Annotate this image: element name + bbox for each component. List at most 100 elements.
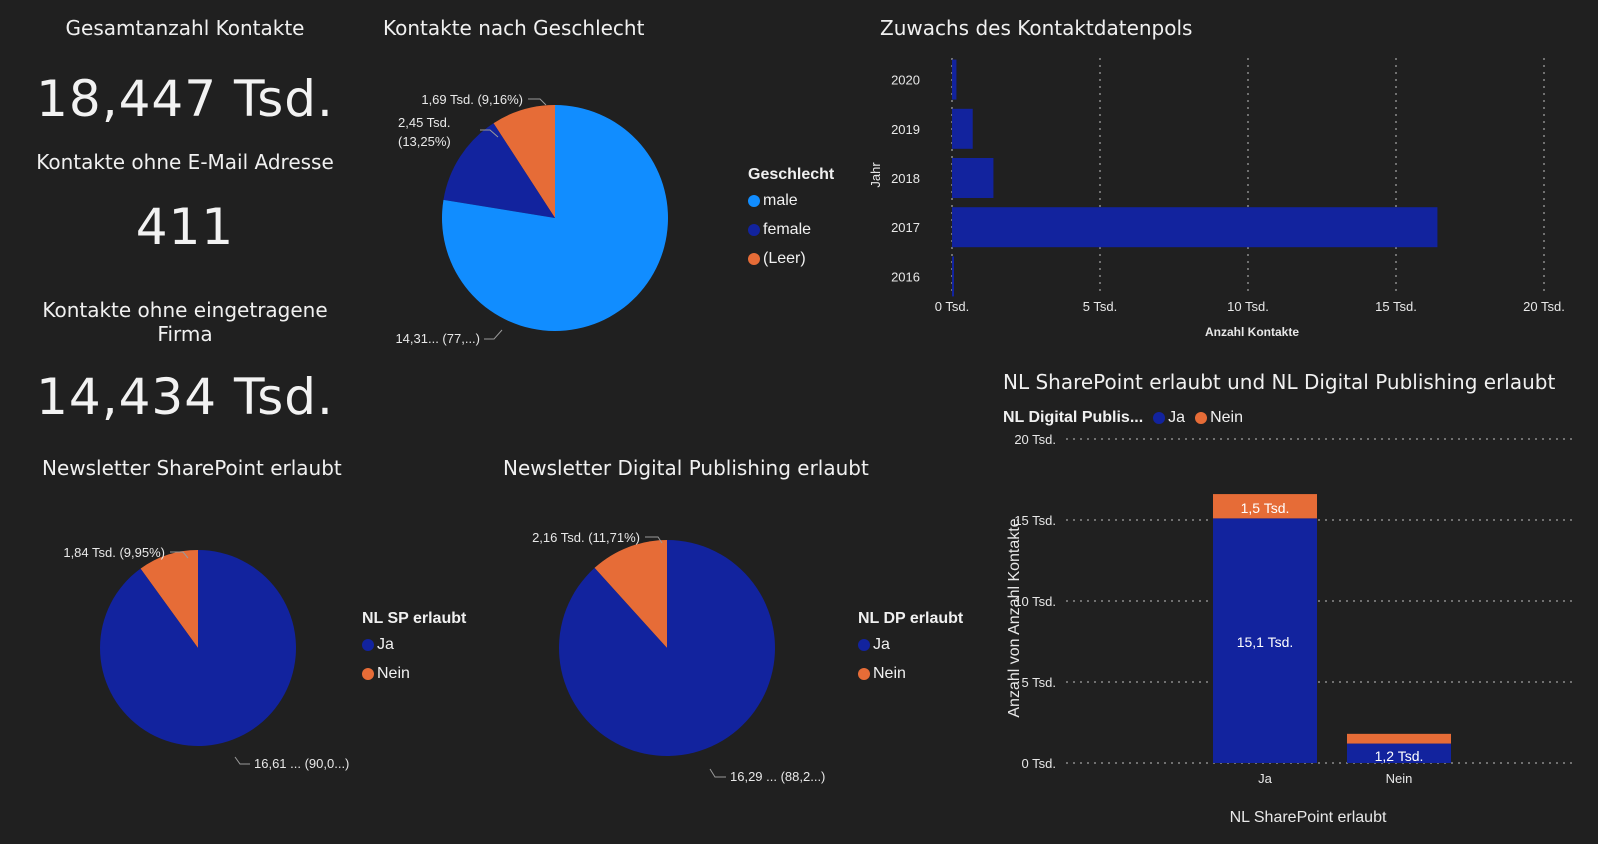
dp-ja-leader-line — [709, 768, 726, 778]
stacked-y-tick-label: 0 Tsd. — [1022, 756, 1056, 771]
kpi-no-company-title-1: Kontakte ohne eingetragene — [42, 298, 328, 322]
pie-slice-dp-ja[interactable] — [559, 540, 775, 756]
nein-swatch-icon — [858, 668, 870, 680]
nl-dp-chart-title: Newsletter Digital Publishing erlaubt — [503, 456, 869, 480]
legend-item-male[interactable]: male — [748, 192, 834, 210]
growth-year-label: 2017 — [891, 220, 920, 235]
growth-x-tick-label: 10 Tsd. — [1227, 299, 1269, 314]
dp-legend-label-ja: Ja — [873, 636, 890, 653]
kpi-total-title: Gesamtanzahl Kontakte — [65, 16, 305, 40]
stacked-legend-item-ja[interactable]: Ja — [1153, 409, 1185, 427]
kpi-no-company-value: 14,434 Tsd. — [36, 368, 334, 426]
nl-sp-pie-chart: 1,84 Tsd. (9,95%) 16,61 ... (90,0...) — [63, 545, 349, 771]
kpi-no-email-title: Kontakte ohne E-Mail Adresse — [36, 150, 334, 174]
sp-legend-item-ja[interactable]: Ja — [362, 636, 466, 654]
stacked-bar-ja-nein[interactable] — [1213, 494, 1317, 519]
pie-slice-leer[interactable] — [493, 105, 555, 218]
stacked-x-tick-label: Ja — [1258, 771, 1273, 786]
pie-slice-male[interactable] — [442, 105, 668, 331]
stacked-legend-title: NL Digital Publis... — [1003, 409, 1144, 426]
growth-chart-title: Zuwachs des Kontaktdatenpols — [880, 16, 1193, 40]
male-leader-line — [484, 329, 503, 340]
kpi-total-value: 18,447 Tsd. — [36, 70, 334, 128]
stacked-x-tick-label: Nein — [1386, 771, 1413, 786]
gender-pie-chart: 1,69 Tsd. (9,16%) 2,45 Tsd. (13,25%) 14,… — [395, 92, 668, 346]
stacked-y-tick-label: 5 Tsd. — [1022, 675, 1056, 690]
leer-data-label: 1,69 Tsd. (9,16%) — [421, 92, 523, 107]
sp-nein-data-label: 1,84 Tsd. (9,95%) — [63, 545, 165, 560]
stacked-data-label-ja-ja: 15,1 Tsd. — [1237, 634, 1294, 650]
male-swatch-icon — [748, 195, 760, 207]
female-leader-line — [480, 129, 499, 138]
pie-slice-sp-nein[interactable] — [140, 550, 198, 648]
dp-legend-item-ja[interactable]: Ja — [858, 636, 963, 654]
stacked-legend-item-nein[interactable]: Nein — [1195, 409, 1243, 427]
stacked-legend: NL Digital Publis... Ja Nein — [1003, 409, 1243, 427]
pie-slice-female[interactable] — [443, 123, 555, 218]
leer-leader-line — [528, 98, 547, 106]
legend-label-female: female — [763, 221, 812, 238]
legend-item-leer[interactable]: (Leer) — [748, 250, 834, 268]
sp-legend-item-nein[interactable]: Nein — [362, 665, 466, 683]
growth-x-tick-label: 5 Tsd. — [1083, 299, 1117, 314]
sp-legend-label-ja: Ja — [377, 636, 394, 653]
stacked-data-label-nein-ja: 1,2 Tsd. — [1375, 748, 1424, 764]
growth-bar-2018[interactable] — [952, 158, 994, 198]
stacked-chart-title: NL SharePoint erlaubt und NL Digital Pub… — [1003, 370, 1556, 394]
stacked-column-chart: 20 Tsd. 15 Tsd. 10 Tsd. 5 Tsd. 0 Tsd. Ja Nein… — [1006, 432, 1575, 826]
stacked-legend-label-nein: Nein — [1210, 409, 1243, 426]
stacked-y-axis-label: Anzahl von Anzahl Kontakte — [1006, 518, 1023, 717]
leer-swatch-icon — [748, 253, 760, 265]
gender-chart-title: Kontakte nach Geschlecht — [383, 16, 645, 40]
stacked-bar-ja-ja[interactable] — [1213, 518, 1317, 763]
growth-year-label: 2020 — [891, 73, 920, 88]
sp-nein-leader-line — [170, 551, 189, 559]
nl-sp-legend: NL SP erlaubt Ja Nein — [362, 610, 466, 683]
nl-sp-legend-title: NL SP erlaubt — [362, 610, 467, 627]
dp-legend-label-nein: Nein — [873, 665, 906, 682]
growth-x-tick-label: 20 Tsd. — [1523, 299, 1565, 314]
growth-year-label: 2016 — [891, 269, 920, 284]
growth-bar-2019[interactable] — [952, 108, 973, 149]
stacked-legend-label-ja: Ja — [1168, 409, 1186, 426]
legend-item-female[interactable]: female — [748, 221, 834, 239]
growth-bar-chart: 2020 2019 2018 2017 2016 0 Tsd. 5 Tsd. 10 Tsd.… — [870, 58, 1565, 339]
growth-bar-2017[interactable] — [952, 207, 1438, 248]
stacked-x-axis-label: NL SharePoint erlaubt — [1230, 809, 1387, 826]
stacked-bar-nein-ja[interactable] — [1347, 743, 1451, 763]
ja-swatch-icon — [362, 639, 374, 651]
sp-ja-data-label: 16,61 ... (90,0...) — [254, 756, 349, 771]
sp-ja-leader-line — [234, 756, 250, 765]
nl-sp-chart-title: Newsletter SharePoint erlaubt — [42, 456, 342, 480]
growth-bar-2020[interactable] — [952, 59, 957, 100]
female-data-label-2: (13,25%) — [398, 134, 451, 149]
stacked-bar-nein-nein[interactable] — [1347, 733, 1451, 744]
nein-swatch-icon — [362, 668, 374, 680]
kpi-no-company-title-2: Firma — [157, 322, 213, 346]
ja-swatch-icon — [858, 639, 870, 651]
growth-x-tick-label: 15 Tsd. — [1375, 299, 1417, 314]
growth-x-tick-label: 0 Tsd. — [935, 299, 969, 314]
ja-swatch-icon — [1153, 412, 1166, 424]
dp-ja-data-label: 16,29 ... (88,2...) — [730, 769, 825, 784]
growth-x-axis-label: Anzahl Kontakte — [1205, 325, 1299, 339]
sp-legend-label-nein: Nein — [377, 665, 410, 682]
stacked-y-tick-label: 20 Tsd. — [1014, 432, 1056, 447]
female-data-label-1: 2,45 Tsd. — [398, 115, 451, 130]
dp-nein-leader-line — [645, 536, 663, 544]
growth-bar-2016[interactable] — [952, 256, 954, 297]
gender-legend: Geschlecht male female (Leer) — [748, 166, 834, 268]
nein-swatch-icon — [1195, 412, 1208, 424]
legend-label-leer: (Leer) — [763, 250, 806, 267]
female-swatch-icon — [748, 224, 760, 236]
nl-dp-legend: NL DP erlaubt Ja Nein — [858, 610, 963, 683]
dp-legend-item-nein[interactable]: Nein — [858, 665, 963, 683]
stacked-y-tick-label: 15 Tsd. — [1014, 513, 1056, 528]
stacked-y-tick-label: 10 Tsd. — [1014, 594, 1056, 609]
kpi-no-email-value: 411 — [135, 198, 235, 256]
stacked-data-label-ja-nein: 1,5 Tsd. — [1241, 500, 1290, 516]
legend-label-male: male — [763, 192, 798, 209]
pie-slice-sp-ja[interactable] — [100, 550, 297, 746]
growth-year-label: 2018 — [891, 171, 920, 186]
pie-slice-dp-nein[interactable] — [594, 540, 667, 648]
